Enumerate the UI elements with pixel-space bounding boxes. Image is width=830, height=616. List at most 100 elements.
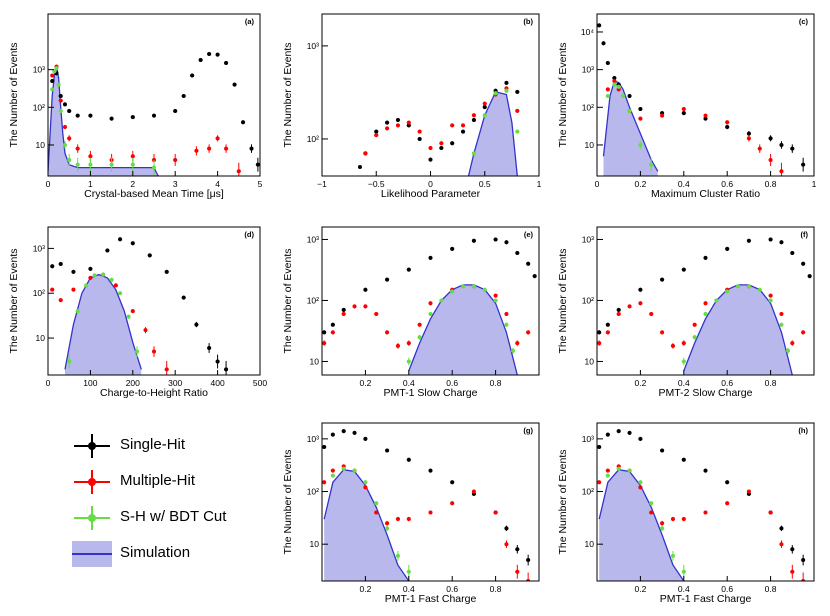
data-point-multiple-hit	[374, 510, 379, 515]
data-point-single-hit	[62, 102, 67, 107]
legend-label: Simulation	[120, 544, 191, 561]
data-point-multiple-hit	[612, 78, 617, 83]
data-point-multiple-hit	[322, 480, 327, 485]
y-tick-label: 10²	[582, 102, 594, 112]
data-point-bdt-cut	[330, 473, 335, 478]
data-point-single-hit	[330, 322, 335, 327]
data-point-single-hit	[471, 117, 476, 122]
data-point-bdt-cut	[779, 322, 784, 327]
y-tick-label: 10²	[582, 295, 594, 305]
x-tick-label: 0.8	[490, 584, 502, 594]
y-tick-label: 10³	[307, 234, 319, 244]
data-point-single-hit	[779, 141, 784, 149]
legend-label: Multiple-Hit	[120, 472, 196, 489]
data-point-multiple-hit	[207, 144, 212, 153]
data-point-bdt-cut	[374, 501, 379, 506]
x-tick-label: −1	[317, 179, 327, 189]
data-point-single-hit	[725, 124, 730, 130]
data-point-multiple-hit	[638, 301, 643, 306]
data-point-single-hit	[779, 525, 784, 532]
chart-panel-f: 0.2 0.4 0.6 0.8 10 10² 10³ (f) PMT-2 Slow Charge…	[557, 226, 815, 399]
panel-label: (f)	[801, 230, 809, 239]
data-point-single-hit	[450, 246, 455, 251]
data-point-single-hit	[75, 113, 80, 118]
data-point-single-hit	[224, 360, 229, 375]
plot-frame	[596, 13, 815, 177]
data-point-single-hit	[801, 554, 806, 566]
panel-label: (g)	[523, 426, 533, 435]
data-point-bdt-cut	[471, 151, 476, 156]
data-point-single-hit	[515, 89, 520, 94]
data-point-single-hit	[88, 266, 93, 271]
data-point-single-hit	[147, 253, 152, 258]
y-tick-label: 10³	[33, 65, 45, 75]
y-axis-label: The Number of Events	[282, 42, 294, 147]
data-point-multiple-hit	[215, 135, 220, 142]
data-point-single-hit	[105, 248, 110, 253]
data-point-multiple-hit	[515, 564, 520, 579]
data-point-single-hit	[660, 277, 665, 282]
data-point-single-hit	[725, 246, 730, 251]
simulation-area	[603, 81, 658, 176]
data-point-multiple-hit	[801, 330, 806, 335]
data-point-single-hit	[482, 105, 487, 110]
data-point-bdt-cut	[482, 113, 487, 118]
y-axis-label: The Number of Events	[557, 449, 569, 554]
data-point-bdt-cut	[725, 289, 730, 294]
data-point-multiple-hit	[660, 520, 665, 526]
y-axis-label: The Number of Events	[8, 248, 20, 353]
x-tick-label: 1	[537, 179, 542, 189]
y-tick-label: 10	[36, 333, 46, 343]
data-point-multiple-hit	[515, 108, 520, 113]
simulation-area	[599, 469, 684, 581]
data-point-multiple-hit	[363, 151, 368, 156]
chart-panel-g: 0.2 0.4 0.6 0.8 10 10² 10³ (g) PMT-1 Fast Charge…	[282, 422, 540, 605]
data-point-multiple-hit	[236, 162, 241, 176]
data-point-multiple-hit	[428, 301, 433, 306]
panel-label: (d)	[244, 230, 254, 239]
plot-frame	[47, 13, 261, 177]
x-tick-label: 5	[258, 179, 263, 189]
data-point-multiple-hit	[681, 516, 686, 522]
data-point-single-hit	[790, 250, 795, 255]
data-point-bdt-cut	[785, 347, 790, 354]
data-point-multiple-hit	[703, 510, 708, 515]
data-point-multiple-hit	[757, 144, 762, 153]
x-tick-label: 2	[130, 179, 135, 189]
data-point-multiple-hit	[385, 330, 390, 335]
x-tick-label: 100	[83, 378, 97, 388]
data-point-bdt-cut	[515, 129, 520, 134]
data-point-single-hit	[109, 116, 114, 121]
plot-area	[597, 429, 806, 581]
data-point-bdt-cut	[736, 284, 741, 289]
data-point-multiple-hit	[67, 135, 72, 142]
data-point-bdt-cut	[621, 93, 626, 98]
data-point-multiple-hit	[768, 510, 773, 515]
plot-area	[597, 23, 806, 176]
data-point-bdt-cut	[118, 291, 123, 296]
data-point-multiple-hit	[649, 311, 654, 316]
data-point-multiple-hit	[779, 311, 784, 316]
x-tick-label: 300	[168, 378, 182, 388]
data-point-bdt-cut	[50, 87, 55, 92]
x-tick-label: 0.5	[479, 179, 491, 189]
data-point-multiple-hit	[493, 293, 498, 298]
data-point-multiple-hit	[143, 327, 148, 334]
x-tick-label: 4	[215, 179, 220, 189]
data-point-multiple-hit	[352, 304, 357, 309]
data-point-multiple-hit	[597, 480, 602, 485]
data-point-single-hit	[330, 432, 335, 437]
x-tick-label: 0.2	[359, 378, 371, 388]
data-point-single-hit	[374, 129, 379, 134]
data-point-multiple-hit	[173, 153, 178, 166]
data-point-single-hit	[50, 78, 55, 83]
legend-marker-single-hit	[74, 434, 110, 458]
data-point-multiple-hit	[194, 146, 199, 156]
data-point-multiple-hit	[660, 113, 665, 118]
data-point-bdt-cut	[670, 550, 675, 561]
data-point-bdt-cut	[67, 354, 72, 369]
panel-label: (b)	[523, 17, 533, 26]
data-point-single-hit	[322, 330, 327, 335]
data-point-bdt-cut	[703, 311, 708, 316]
data-point-multiple-hit	[692, 322, 697, 327]
